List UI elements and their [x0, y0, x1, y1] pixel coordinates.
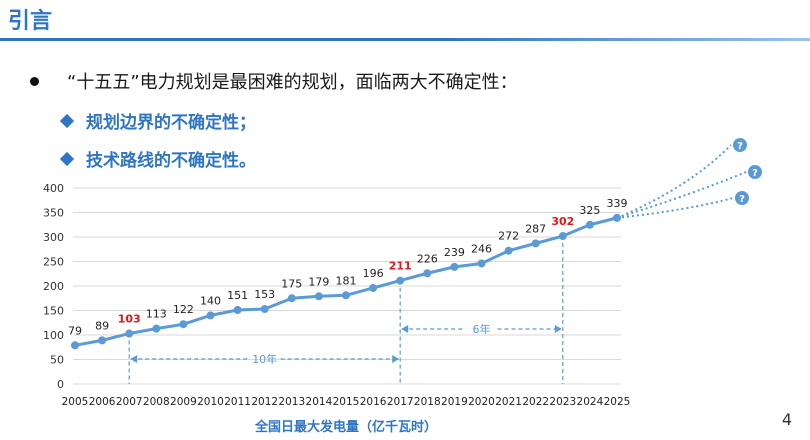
data-label: 302 — [551, 215, 574, 228]
data-label: 153 — [254, 288, 275, 301]
data-label: 79 — [68, 324, 82, 337]
span-label: 6年 — [473, 322, 491, 336]
x-tick-label: 2010 — [197, 396, 224, 408]
data-label: 113 — [146, 308, 167, 321]
data-label: 89 — [95, 319, 109, 332]
x-tick-label: 2025 — [604, 396, 631, 408]
sub-point-1-text: 规划边界的不确定性； — [86, 113, 256, 133]
x-tick-label: 2008 — [143, 396, 170, 408]
y-tick-label: 50 — [50, 354, 64, 367]
question-marker-icon — [735, 191, 749, 205]
x-tick-label: 2011 — [224, 396, 251, 408]
y-tick-label: 350 — [43, 207, 64, 220]
span-label: 10年 — [252, 352, 277, 366]
y-tick-label: 400 — [43, 182, 64, 195]
data-point — [369, 283, 378, 292]
data-point — [152, 324, 161, 333]
page-number: 4 — [781, 410, 792, 429]
data-point — [423, 269, 432, 278]
title-divider — [0, 38, 810, 41]
data-point — [314, 292, 323, 301]
y-tick-label: 250 — [43, 256, 64, 269]
question-marker-label: ? — [752, 168, 758, 179]
data-label: 175 — [281, 277, 302, 290]
data-label: 246 — [471, 242, 492, 255]
span-arrow-left-icon — [401, 325, 409, 333]
x-tick-label: 2005 — [62, 396, 89, 408]
data-point — [531, 239, 540, 248]
forecast-path — [616, 144, 732, 219]
x-tick-label: 2017 — [387, 396, 414, 408]
x-tick-label: 2015 — [333, 396, 360, 408]
data-label: 325 — [579, 204, 600, 217]
data-point — [125, 329, 134, 338]
data-label: 226 — [417, 252, 438, 265]
forecast-path — [616, 197, 734, 219]
y-tick-label: 0 — [57, 378, 64, 391]
data-label: 122 — [173, 303, 194, 316]
x-tick-label: 2021 — [495, 396, 522, 408]
slide-title: 引言 — [8, 9, 53, 34]
sub-point-1: 规划边界的不确定性； — [59, 108, 256, 133]
data-label: 151 — [227, 289, 248, 302]
data-point — [396, 276, 405, 285]
data-label: 239 — [444, 246, 465, 259]
forecast-path — [616, 171, 747, 219]
data-point — [206, 311, 215, 320]
data-point — [98, 336, 107, 345]
sub-point-2-text: 技术路线的不确定性。 — [86, 151, 256, 171]
data-label: 140 — [200, 294, 221, 307]
question-marker-label: ? — [737, 141, 743, 152]
x-tick-label: 2007 — [116, 396, 143, 408]
x-tick-label: 2023 — [549, 396, 576, 408]
y-tick-label: 150 — [43, 305, 64, 318]
data-label: 339 — [607, 197, 628, 210]
span-arrow-right-icon — [392, 355, 400, 363]
data-point — [260, 305, 269, 314]
data-label: 179 — [308, 275, 329, 288]
question-marker-icon — [748, 165, 762, 179]
sub-point-2: 技术路线的不确定性。 — [59, 146, 256, 171]
data-label: 103 — [118, 313, 141, 326]
data-point — [342, 291, 350, 300]
main-bullet: “十五五”电力规划是最困难的规划，面临两大不确定性： — [30, 68, 518, 94]
x-tick-label: 2022 — [522, 396, 549, 408]
main-bullet-text: “十五五”电力规划是最困难的规划，面临两大不确定性： — [67, 72, 518, 93]
data-point — [477, 259, 486, 268]
x-axis-label: 全国日最大发电量（亿千瓦时） — [254, 419, 437, 435]
y-tick-label: 300 — [43, 231, 64, 244]
x-tick-label: 2024 — [577, 396, 604, 408]
bullet-dot-icon — [30, 76, 39, 86]
data-point — [233, 306, 242, 315]
x-tick-label: 2018 — [414, 396, 441, 408]
data-label: 211 — [389, 260, 412, 273]
data-point — [287, 294, 296, 303]
data-point — [558, 232, 567, 241]
data-point — [71, 341, 79, 350]
x-tick-label: 2019 — [441, 396, 468, 408]
x-tick-label: 2013 — [278, 396, 305, 408]
y-tick-label: 200 — [43, 280, 64, 293]
data-label: 181 — [336, 274, 357, 287]
x-tick-label: 2014 — [306, 396, 333, 408]
data-point — [450, 262, 459, 271]
question-marker-icon — [733, 138, 747, 152]
data-label: 287 — [525, 222, 546, 235]
question-marker-label: ? — [739, 194, 745, 205]
span-arrow-left-icon — [130, 355, 138, 363]
x-tick-label: 2020 — [468, 396, 495, 408]
x-tick-label: 2016 — [360, 396, 387, 408]
data-label: 272 — [498, 230, 519, 243]
data-point — [179, 320, 188, 329]
y-tick-label: 100 — [43, 329, 64, 342]
x-tick-label: 2012 — [251, 396, 278, 408]
span-arrow-right-icon — [554, 325, 562, 333]
data-point — [504, 246, 513, 255]
x-tick-label: 2009 — [170, 396, 197, 408]
data-label: 196 — [363, 267, 384, 280]
data-point — [585, 220, 594, 229]
x-tick-label: 2006 — [89, 396, 116, 408]
title-bar: 引言 — [0, 0, 810, 41]
